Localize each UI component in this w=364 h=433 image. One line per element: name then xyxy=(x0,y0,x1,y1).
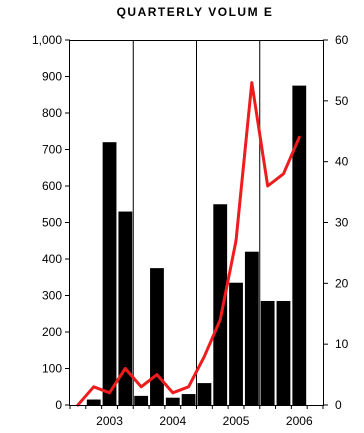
right-tick-label: 0 xyxy=(335,398,342,412)
x-axis: 2003 2004 2005 2006 xyxy=(69,405,324,428)
bar xyxy=(181,394,196,405)
left-tick-label: 100 xyxy=(42,362,62,376)
left-tick-label: 0 xyxy=(55,398,62,412)
bar xyxy=(118,211,133,405)
bar xyxy=(213,204,228,405)
bar xyxy=(134,395,149,405)
bar xyxy=(276,300,291,405)
gridlines xyxy=(132,40,261,405)
left-tick-label: 700 xyxy=(42,143,62,157)
left-tick-label: 800 xyxy=(42,106,62,120)
x-tick-label: 2004 xyxy=(159,414,186,428)
left-tick-label: 500 xyxy=(42,216,62,230)
left-tick-label: 400 xyxy=(42,252,62,266)
bar xyxy=(292,85,307,405)
bar xyxy=(229,282,243,405)
right-tick-label: 60 xyxy=(335,33,349,47)
bar-series xyxy=(86,85,307,405)
bar xyxy=(86,399,101,405)
left-tick-label: 900 xyxy=(42,70,62,84)
left-tick-label: 600 xyxy=(42,179,62,193)
left-tick-label: 300 xyxy=(42,289,62,303)
right-tick-label: 20 xyxy=(335,276,349,290)
right-axis: 0 10 20 30 40 50 60 xyxy=(323,33,349,412)
line-series xyxy=(76,81,301,407)
bar xyxy=(102,142,117,405)
right-tick-label: 10 xyxy=(335,337,349,351)
chart-title: QUARTERLY VOLUM E xyxy=(117,5,274,19)
bar xyxy=(260,300,275,405)
right-tick-label: 50 xyxy=(335,94,349,108)
x-tick-label: 2003 xyxy=(96,414,123,428)
right-tick-label: 40 xyxy=(335,155,349,169)
bar xyxy=(244,251,259,405)
left-tick-label: 200 xyxy=(42,325,62,339)
x-tick-label: 2006 xyxy=(286,414,313,428)
bar xyxy=(197,383,212,405)
bar xyxy=(165,397,180,405)
bar xyxy=(150,268,164,405)
left-axis: 0 100 200 300 400 500 600 700 800 900 1,000 xyxy=(32,33,70,412)
right-tick-label: 30 xyxy=(335,216,349,230)
left-tick-label: 1,000 xyxy=(32,33,62,47)
x-tick-label: 2005 xyxy=(223,414,250,428)
